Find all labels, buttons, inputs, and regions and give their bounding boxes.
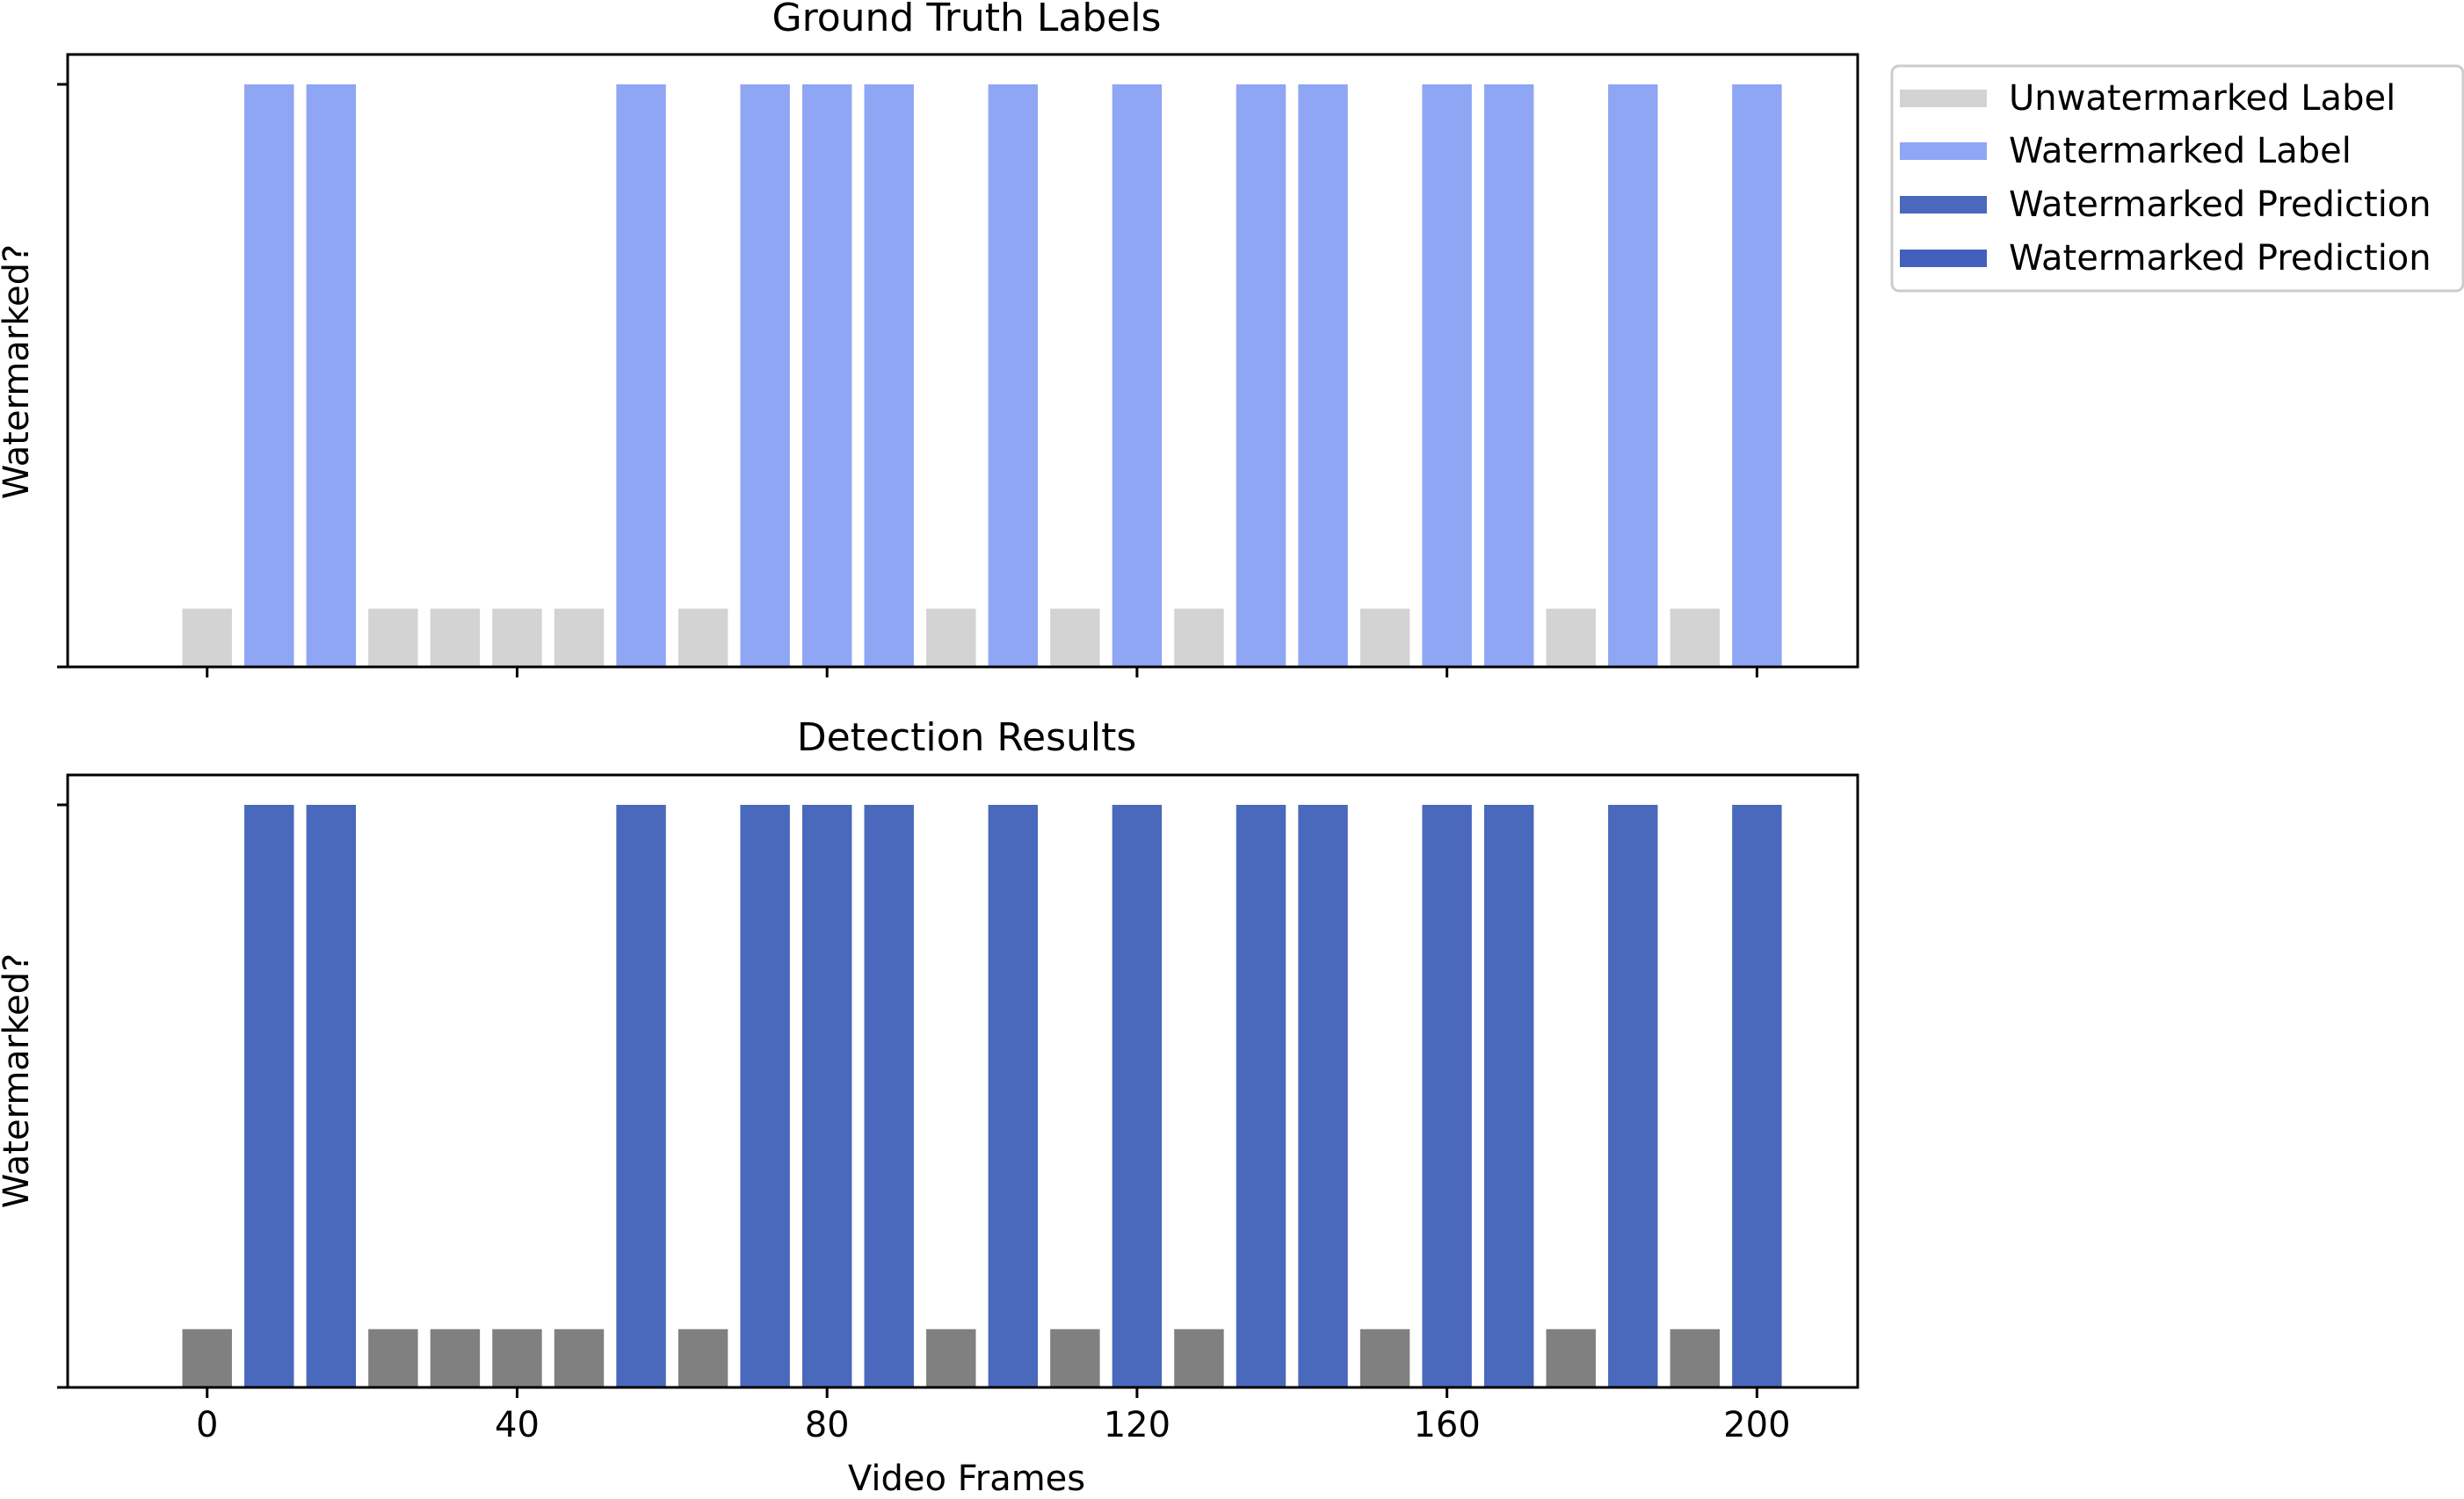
- x-tick-label: 0: [196, 1405, 218, 1445]
- plot-frame: [66, 53, 1859, 669]
- bar-watermarked: [1483, 84, 1534, 667]
- bar-watermarked: [988, 805, 1039, 1387]
- legend-item: Watermarked Label: [1900, 131, 2352, 171]
- bar-watermarked: [244, 805, 294, 1387]
- bar-watermarked: [1732, 805, 1782, 1387]
- y-axis-label: Watermarked?: [0, 953, 37, 1208]
- x-tick-label: 160: [1413, 1405, 1480, 1445]
- bar-watermarked: [1608, 805, 1658, 1387]
- chart-title: Detection Results: [797, 715, 1137, 760]
- bar-watermarked: [616, 805, 666, 1387]
- bar-watermarked: [616, 84, 666, 667]
- bar-unwatermarked: [678, 1329, 728, 1387]
- y-axis-label: Watermarked?: [0, 244, 37, 499]
- legend-item: Unwatermarked Label: [1900, 78, 2395, 119]
- bar-watermarked: [1422, 84, 1472, 667]
- bar-unwatermarked: [926, 608, 976, 667]
- bar-watermarked: [1608, 84, 1658, 667]
- axis-ticks: [57, 83, 1758, 677]
- bar-unwatermarked: [1670, 608, 1721, 667]
- bar-watermarked: [1422, 805, 1472, 1387]
- bar-unwatermarked: [926, 1329, 976, 1387]
- legend-swatch: [1900, 142, 1987, 160]
- bar-watermarked: [1298, 84, 1348, 667]
- bar-watermarked: [864, 805, 914, 1387]
- bar-watermarked: [1298, 805, 1348, 1387]
- bar-watermarked: [1483, 805, 1534, 1387]
- legend-label: Unwatermarked Label: [2009, 78, 2395, 119]
- bar-unwatermarked: [678, 608, 728, 667]
- bar-watermarked: [1112, 805, 1163, 1387]
- x-tick-label: 40: [495, 1405, 540, 1445]
- bar-unwatermarked: [1174, 1329, 1224, 1387]
- x-tick-label: 80: [805, 1405, 850, 1445]
- bar-watermarked: [864, 84, 914, 667]
- x-tick-label: 200: [1723, 1405, 1790, 1445]
- bar-watermarked: [244, 84, 294, 667]
- bar-series: [182, 805, 1782, 1387]
- bar-unwatermarked: [1359, 1329, 1410, 1387]
- bar-watermarked: [801, 805, 852, 1387]
- bar-watermarked: [1732, 84, 1782, 667]
- legend-label: Watermarked Label: [2009, 131, 2352, 171]
- bar-unwatermarked: [1546, 1329, 1596, 1387]
- bar-unwatermarked: [492, 608, 542, 667]
- bar-unwatermarked: [430, 608, 481, 667]
- bar-watermarked: [1236, 805, 1286, 1387]
- bar-watermarked: [801, 84, 852, 667]
- bar-unwatermarked: [182, 1329, 232, 1387]
- legend: Unwatermarked Label Watermarked Label Wa…: [1890, 64, 2464, 293]
- detection-results-chart: Detection Results Watermarked? Video Fra…: [0, 715, 1859, 1499]
- legend-label: Watermarked Prediction: [2009, 185, 2431, 225]
- legend-item: Watermarked Prediction: [1900, 185, 2431, 225]
- legend-frame: [1890, 64, 2464, 293]
- ground-truth-chart: Ground Truth Labels Watermarked?: [0, 0, 1859, 677]
- legend-swatch: [1900, 90, 1987, 107]
- bar-unwatermarked: [430, 1329, 481, 1387]
- chart-title: Ground Truth Labels: [772, 0, 1162, 40]
- bar-watermarked: [306, 805, 357, 1387]
- x-axis-label: Video Frames: [848, 1459, 1085, 1499]
- bar-unwatermarked: [368, 1329, 418, 1387]
- bar-unwatermarked: [182, 608, 232, 667]
- bar-unwatermarked: [1546, 608, 1596, 667]
- bar-unwatermarked: [1359, 608, 1410, 667]
- bar-unwatermarked: [554, 1329, 605, 1387]
- bar-watermarked: [1236, 84, 1286, 667]
- bar-unwatermarked: [492, 1329, 542, 1387]
- legend-label: Watermarked Prediction: [2009, 238, 2431, 279]
- axis-ticks: 0 40 80 120 160 200: [57, 803, 1791, 1445]
- bar-unwatermarked: [1050, 1329, 1100, 1387]
- bar-unwatermarked: [554, 608, 605, 667]
- bar-watermarked: [1112, 84, 1163, 667]
- bar-unwatermarked: [1050, 608, 1100, 667]
- bar-unwatermarked: [1174, 608, 1224, 667]
- bar-series: [182, 84, 1782, 667]
- legend-swatch: [1900, 250, 1987, 267]
- bar-watermarked: [988, 84, 1039, 667]
- bar-watermarked: [740, 805, 790, 1387]
- bar-watermarked: [740, 84, 790, 667]
- bar-unwatermarked: [368, 608, 418, 667]
- bar-watermarked: [306, 84, 357, 667]
- bar-unwatermarked: [1670, 1329, 1721, 1387]
- x-tick-label: 120: [1104, 1405, 1170, 1445]
- legend-swatch: [1900, 196, 1987, 214]
- legend-item: Watermarked Prediction: [1900, 238, 2431, 279]
- plot-frame: [66, 773, 1859, 1389]
